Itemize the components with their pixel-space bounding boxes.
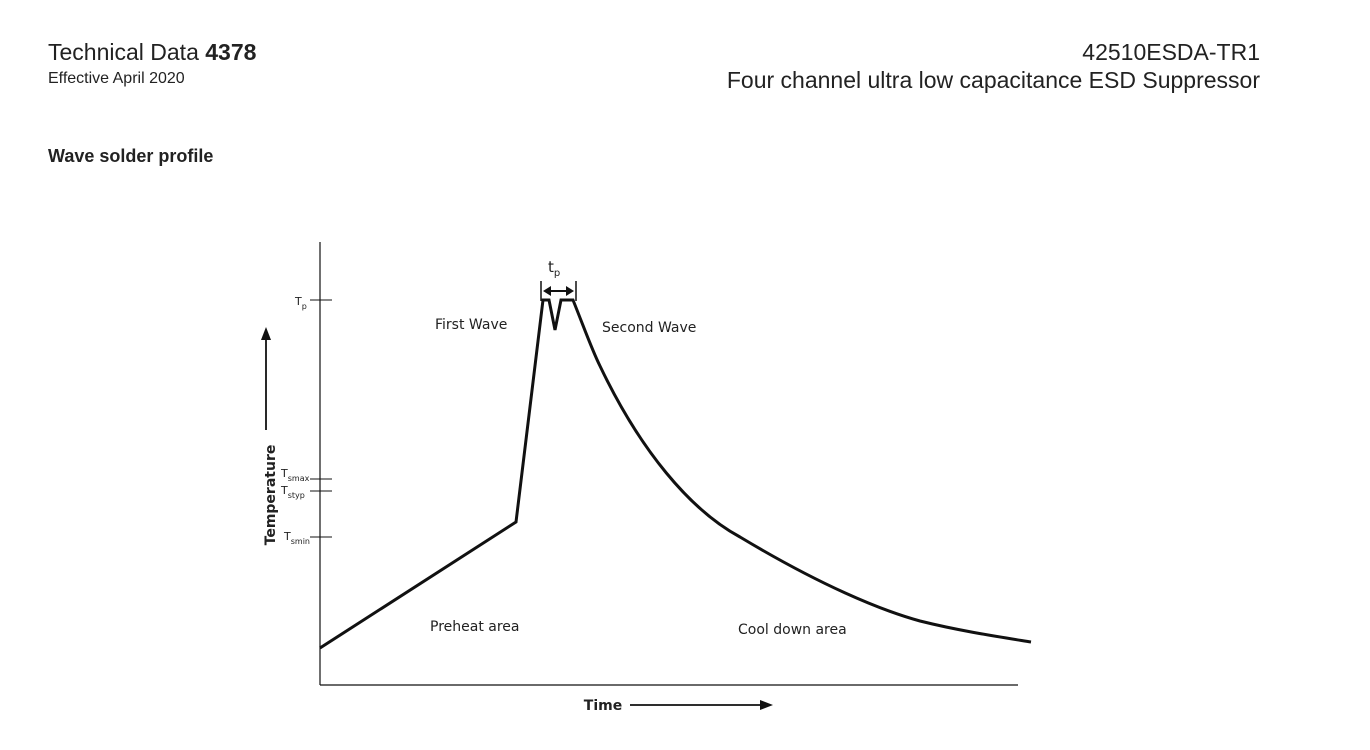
symbol: T	[283, 530, 291, 543]
region-label: Preheat area	[430, 619, 519, 635]
profile-curve	[319, 298, 1032, 650]
subscript: p	[302, 302, 307, 311]
region-label: Second Wave	[602, 320, 696, 336]
subscript: styp	[288, 491, 305, 500]
level-label: Tp	[294, 295, 307, 311]
x-arrowhead	[760, 700, 773, 710]
effective-date: Effective April 2020	[48, 70, 185, 87]
level-label: Tstyp	[280, 484, 305, 500]
symbol: T	[280, 467, 288, 480]
symbol: T	[280, 484, 288, 497]
level-label: Tsmin	[283, 530, 310, 546]
x-axis-label: Time	[584, 698, 622, 714]
section-title: Wave solder profile	[48, 146, 213, 166]
y-axis-label: Temperature	[263, 445, 279, 546]
description: Four channel ultra low capacitance ESD S…	[727, 67, 1260, 93]
tp-arrowheads	[543, 286, 574, 296]
region-label: Cool down area	[738, 622, 847, 638]
doc-type: Technical Data	[48, 39, 199, 65]
doc-number: 4378	[205, 39, 256, 65]
symbol: T	[294, 295, 302, 308]
y-arrowhead	[261, 327, 271, 340]
level-label: Tsmax	[280, 467, 310, 483]
region-label: First Wave	[435, 317, 507, 333]
diagram	[261, 242, 1032, 710]
subscript: smin	[291, 537, 310, 546]
symbol: t	[548, 258, 554, 276]
peak-time-label: tp	[548, 258, 560, 279]
subscript: p	[554, 268, 560, 279]
part-number: 42510ESDA-TR1	[1082, 39, 1260, 65]
subscript: smax	[288, 474, 310, 483]
doc-title: Technical Data 4378	[48, 39, 257, 65]
